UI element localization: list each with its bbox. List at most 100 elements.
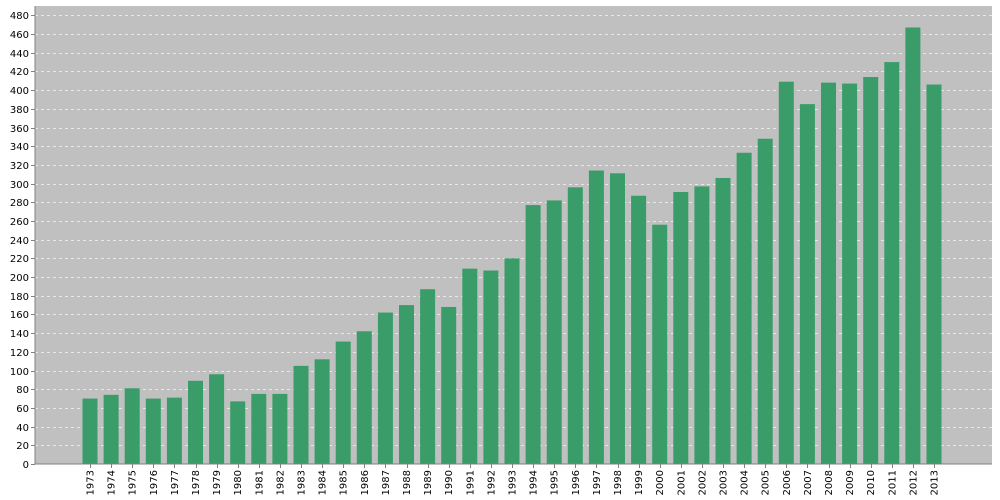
x-tick-label: 2007 — [803, 470, 814, 495]
bars — [82, 27, 942, 465]
x-tick-label: 1974 — [107, 470, 118, 495]
y-axis-ticks: 0 20 40 60 80 100 120 140 160 180 200 220 240 260 280 3… — [10, 11, 35, 471]
bar-1991 — [462, 268, 478, 464]
bar-1999 — [631, 195, 647, 465]
x-tick-label: 1994 — [529, 470, 540, 495]
bar-1990 — [441, 306, 457, 464]
y-tick-label: 320 — [10, 161, 29, 172]
bar-1983 — [293, 365, 309, 464]
bar-2010 — [863, 77, 879, 464]
x-tick-label: 1977 — [170, 470, 181, 495]
x-tick-label: 1989 — [423, 470, 434, 495]
bar-2006 — [778, 81, 794, 465]
x-tick-label: 1980 — [233, 470, 244, 495]
y-tick-label: 220 — [10, 254, 29, 265]
bar-1989 — [420, 289, 436, 464]
x-tick-label: 2000 — [655, 470, 666, 495]
x-tick-label: 1987 — [381, 470, 392, 495]
x-tick-label: 2013 — [930, 470, 941, 495]
bar-1993 — [504, 258, 520, 464]
bar-2000 — [652, 224, 668, 464]
bar-1986 — [356, 331, 372, 464]
y-tick-label: 140 — [10, 329, 29, 340]
x-tick-label: 1990 — [444, 470, 455, 495]
y-tick-label: 400 — [10, 86, 29, 97]
x-tick-label: 1995 — [550, 470, 561, 495]
bar-1987 — [377, 312, 393, 464]
x-tick-label: 1988 — [402, 470, 413, 495]
bar-1995 — [546, 200, 562, 465]
y-tick-label: 120 — [10, 348, 29, 359]
x-tick-label: 1991 — [465, 470, 476, 495]
y-tick-label: 40 — [16, 423, 29, 434]
x-tick-label: 2008 — [824, 470, 835, 495]
bar-1976 — [145, 398, 161, 464]
bar-1979 — [209, 374, 225, 464]
y-tick-label: 420 — [10, 67, 29, 78]
x-tick-label: 2005 — [761, 470, 772, 495]
bar-1988 — [399, 305, 414, 464]
x-tick-label: 1981 — [254, 470, 265, 495]
bar-1975 — [124, 388, 140, 464]
bar-1994 — [525, 205, 541, 464]
y-tick-label: 200 — [10, 273, 29, 284]
y-tick-label: 300 — [10, 180, 29, 191]
y-tick-label: 480 — [10, 11, 29, 22]
y-tick-label: 0 — [23, 460, 29, 471]
x-tick-label: 2004 — [740, 470, 751, 495]
y-tick-label: 100 — [10, 367, 29, 378]
x-tick-label: 1975 — [128, 470, 139, 495]
y-tick-label: 280 — [10, 198, 29, 209]
x-tick-label: 1986 — [360, 470, 371, 495]
x-tick-label: 1976 — [149, 470, 160, 495]
bar-1997 — [588, 170, 604, 464]
x-tick-label: 1984 — [318, 470, 329, 495]
x-tick-label: 1998 — [613, 470, 624, 495]
x-tick-label: 1996 — [571, 470, 582, 495]
bar-1998 — [610, 173, 625, 464]
bar-2002 — [694, 186, 710, 464]
x-tick-label: 2002 — [697, 470, 708, 495]
x-tick-label: 2001 — [676, 470, 687, 495]
bar-1992 — [483, 270, 499, 464]
x-tick-label: 1978 — [191, 470, 202, 495]
x-tick-label: 2003 — [719, 470, 730, 495]
y-tick-label: 460 — [10, 30, 29, 41]
x-tick-label: 1997 — [592, 470, 603, 495]
bar-1980 — [230, 401, 246, 464]
x-tick-label: 1992 — [486, 470, 497, 495]
y-tick-label: 180 — [10, 292, 29, 303]
bar-1981 — [251, 393, 267, 464]
x-tick-label: 2009 — [845, 470, 856, 495]
bar-1982 — [272, 393, 288, 464]
y-tick-label: 380 — [10, 105, 29, 116]
x-axis-ticks: 1973 1974 1975 1976 1977 1978 1979 1980 1981 1982… — [86, 464, 941, 495]
y-tick-label: 440 — [10, 49, 29, 60]
y-tick-label: 160 — [10, 310, 29, 321]
x-tick-label: 1982 — [275, 470, 286, 495]
bar-2012 — [905, 27, 921, 464]
y-tick-label: 80 — [16, 385, 29, 396]
bar-2005 — [757, 138, 773, 465]
y-tick-label: 340 — [10, 142, 29, 153]
x-tick-label: 1985 — [339, 470, 350, 495]
bar-1984 — [314, 359, 330, 464]
x-tick-label: 2010 — [866, 470, 877, 495]
bar-2007 — [799, 104, 815, 464]
bar-2009 — [842, 83, 858, 464]
x-tick-label: 1983 — [297, 470, 308, 495]
x-tick-label: 1993 — [508, 470, 519, 495]
x-tick-label: 2012 — [908, 470, 919, 495]
bar-1985 — [335, 341, 351, 464]
bar-2001 — [673, 192, 689, 464]
bar-1973 — [82, 398, 98, 464]
bar-1978 — [188, 380, 203, 464]
y-tick-label: 60 — [16, 404, 29, 415]
bar-2003 — [715, 177, 731, 465]
x-tick-label: 1979 — [212, 470, 223, 495]
bar-2008 — [821, 82, 836, 464]
y-tick-label: 240 — [10, 236, 29, 247]
bar-2004 — [736, 152, 752, 464]
x-tick-label: 2011 — [887, 470, 898, 495]
